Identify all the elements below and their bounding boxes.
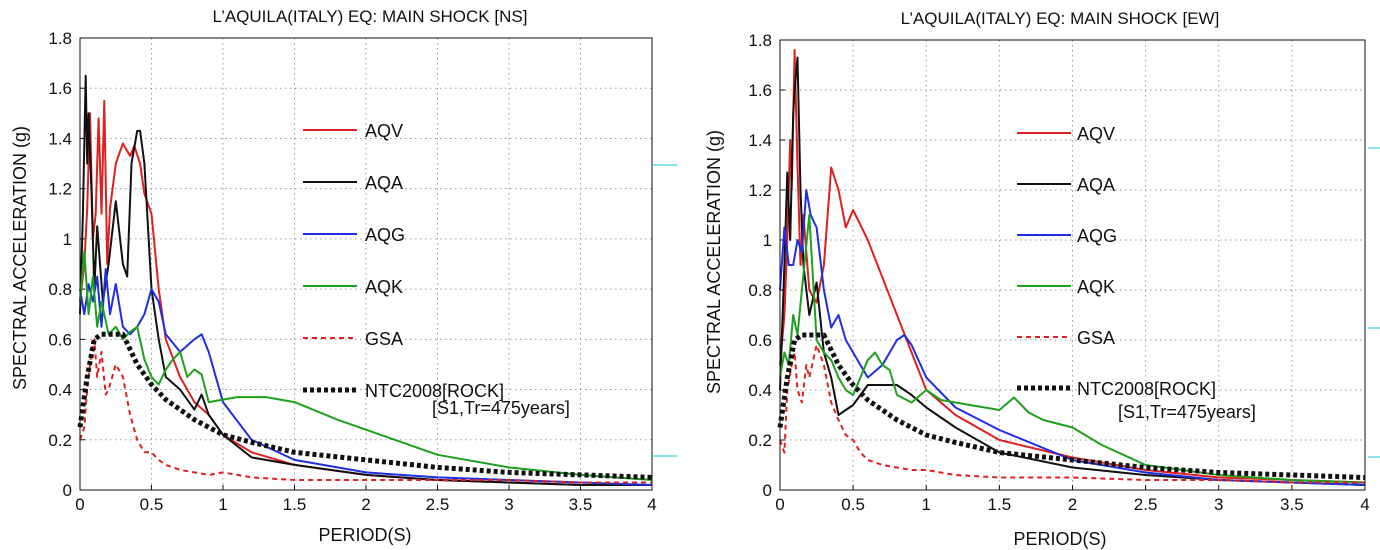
legend-label-aqg: AQG [365, 225, 405, 245]
y-tick-label: 1 [763, 231, 772, 250]
chart-ns-main-shock: L’AQUILA(ITALY) EQ: MAIN SHOCK [NS] SPEC… [10, 7, 677, 545]
x-tick-label: 2 [1068, 495, 1077, 514]
y-tick-label: 0 [63, 481, 72, 500]
series-line-aqa [79, 74, 652, 486]
x-axis-label: PERIOD(S) [318, 525, 411, 545]
legend-note: [S1,Tr=475years] [1118, 402, 1256, 422]
x-tick-label: 0.5 [841, 495, 865, 514]
y-tick-label: 1.2 [48, 180, 72, 199]
legend: AQV AQA AQG AQK GSA NTC2008[ROCK] [1017, 124, 1216, 399]
y-tick-label: 0.6 [748, 331, 772, 350]
y-tick-label: 1.4 [748, 131, 772, 150]
series-lines [777, 49, 1366, 486]
legend-label-ntc2008-rock: NTC2008[ROCK] [365, 381, 504, 401]
legend-label-aqv: AQV [365, 121, 403, 141]
x-tick-label: 0 [775, 495, 784, 514]
y-axis-label: SPECTRAL ACCELERATION (g) [704, 130, 724, 394]
y-tick-label: 0.4 [48, 381, 72, 400]
chart-title: L’AQUILA(ITALY) EQ: MAIN SHOCK [EW] [901, 9, 1220, 28]
y-tick-label: 1.8 [748, 31, 772, 50]
series-line-aqk [779, 214, 1366, 484]
x-tick-label: 3.5 [1280, 495, 1304, 514]
x-tick-label: 1.5 [988, 495, 1012, 514]
y-tick-label: 0.8 [48, 280, 72, 299]
legend-label-gsa: GSA [1077, 328, 1115, 348]
legend-label-aqv: AQV [1077, 124, 1115, 144]
y-tick-label: 1.4 [48, 129, 72, 148]
y-tick-label: 0.2 [48, 431, 72, 450]
y-tick-label: 1 [63, 230, 72, 249]
right-margin-marks [652, 164, 677, 457]
series-line-aqg [779, 189, 1366, 486]
legend-note: [S1,Tr=475years] [432, 398, 570, 418]
y-tick-label: 1.6 [48, 79, 72, 98]
plot-area-frame [779, 39, 1366, 491]
series-line-ntc2008-rock [77, 331, 653, 480]
x-tick-label: 4 [1360, 495, 1369, 514]
series-line-aqk [79, 250, 653, 481]
y-tick-label: 0.2 [748, 431, 772, 450]
legend: AQV AQA AQG AQK GSA NTC2008[ROCK] [303, 121, 504, 401]
series-line-aqg [79, 268, 653, 486]
x-tick-label: 3.5 [569, 495, 593, 514]
tick-labels: 0 0.5 1 1.5 2 2.5 3 3.5 4 0 0.2 0.4 0.6 0.8 1 1.2 1.4 1.6… [748, 31, 1369, 514]
y-tick-label: 1.6 [748, 81, 772, 100]
x-tick-label: 1 [922, 495, 931, 514]
x-tick-label: 3 [1214, 495, 1223, 514]
x-tick-label: 0 [75, 495, 84, 514]
y-tick-label: 0.8 [748, 281, 772, 300]
x-tick-label: 3 [504, 495, 513, 514]
x-tick-label: 1.5 [283, 495, 307, 514]
legend-label-aqa: AQA [365, 173, 403, 193]
grid-lines [779, 39, 1366, 491]
chart-ew-main-shock: L’AQUILA(ITALY) EQ: MAIN SHOCK [EW] SPEC… [704, 9, 1380, 549]
series-line-gsa [79, 338, 652, 484]
right-margin-marks [1368, 147, 1380, 458]
x-tick-label: 4 [647, 495, 656, 514]
tick-labels: 0 0.5 1 1.5 2 2.5 3 3.5 4 0 0.2 0.4 0.6 0.8 1 1.2 1.4 1.6… [48, 29, 656, 514]
x-tick-label: 2.5 [426, 495, 450, 514]
legend-label-ntc2008-rock: NTC2008[ROCK] [1077, 379, 1216, 399]
legend-label-aqk: AQK [1077, 277, 1115, 297]
x-tick-label: 0.5 [140, 495, 164, 514]
y-tick-label: 0.6 [48, 330, 72, 349]
legend-label-aqk: AQK [365, 277, 403, 297]
grid-lines [79, 37, 653, 491]
chart-title: L’AQUILA(ITALY) EQ: MAIN SHOCK [NS] [213, 7, 528, 26]
y-tick-label: 0.4 [748, 381, 772, 400]
legend-label-aqa: AQA [1077, 175, 1115, 195]
legend-label-aqg: AQG [1077, 226, 1117, 246]
y-tick-label: 1.2 [748, 181, 772, 200]
y-tick-label: 0 [763, 481, 772, 500]
series-line-ntc2008-rock [777, 332, 1366, 480]
y-axis-label: SPECTRAL ACCELERATION (g) [10, 126, 30, 390]
legend-label-gsa: GSA [365, 329, 403, 349]
series-lines [77, 74, 653, 486]
x-axis-label: PERIOD(S) [1013, 529, 1106, 549]
x-tick-label: 2 [361, 495, 370, 514]
plot-area-frame [79, 37, 653, 491]
x-tick-label: 1 [218, 495, 227, 514]
y-tick-label: 1.8 [48, 29, 72, 48]
x-tick-label: 2.5 [1134, 495, 1158, 514]
series-line-aqa [779, 56, 1366, 486]
